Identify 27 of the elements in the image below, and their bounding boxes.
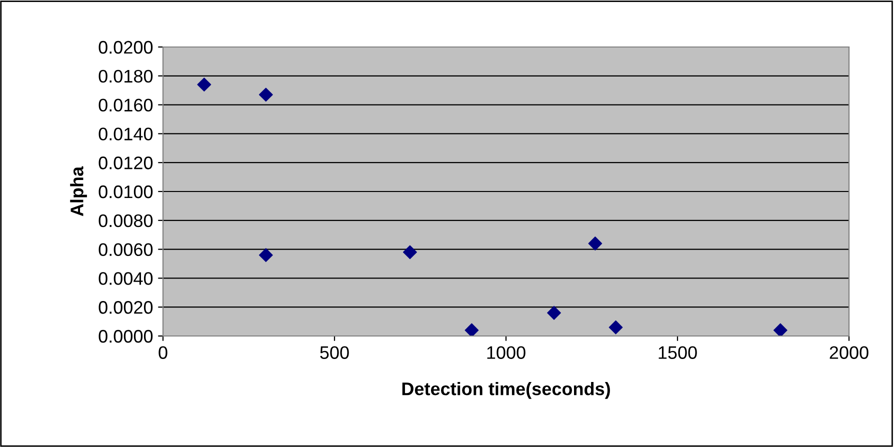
point xyxy=(588,236,602,250)
y-tick-label: 0.0120 xyxy=(98,156,153,170)
x-tick-label: 500 xyxy=(320,346,349,359)
point xyxy=(608,320,623,334)
y-tick-label: 0.0140 xyxy=(98,128,153,140)
point xyxy=(258,88,273,102)
x-tick-label: 1000 xyxy=(487,346,526,359)
x-tick-label: 1500 xyxy=(658,346,697,359)
y-tick-label: 0.0180 xyxy=(98,70,153,83)
y-tick-label: 0.0100 xyxy=(98,185,153,198)
x-tick-label: 0 xyxy=(158,346,168,359)
y-tick-label: 0.0060 xyxy=(98,243,153,256)
x-tick-label: 2000 xyxy=(830,346,868,359)
x-axis-title: Detection time(seconds) xyxy=(402,382,610,399)
y-axis-title: Alpha xyxy=(70,166,87,216)
point xyxy=(464,323,479,336)
y-tick-label: 0.0200 xyxy=(98,40,153,54)
point xyxy=(773,323,788,336)
y-tick-label: 0.0160 xyxy=(98,98,153,112)
y-tick-label: 0.0000 xyxy=(98,330,153,343)
y-tick-label: 0.0020 xyxy=(98,301,153,314)
y-tick-label: 0.0040 xyxy=(98,272,153,285)
point xyxy=(197,78,212,92)
y-tick-label: 0.0080 xyxy=(98,214,153,228)
point xyxy=(402,245,417,260)
point xyxy=(258,248,273,262)
point xyxy=(547,306,561,320)
